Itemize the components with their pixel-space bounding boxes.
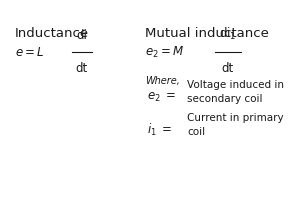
Text: Current in primary
coil: Current in primary coil (187, 113, 284, 137)
Text: Mutual inductance: Mutual inductance (145, 27, 269, 40)
Text: Inductance: Inductance (15, 27, 89, 40)
Text: dt: dt (222, 62, 234, 75)
Text: $e_2\ =$: $e_2\ =$ (147, 90, 176, 104)
Text: Where,: Where, (145, 76, 180, 86)
Text: di: di (76, 29, 87, 42)
Text: $i_1\ =$: $i_1\ =$ (147, 122, 172, 138)
Text: Voltage induced in
secondary coil: Voltage induced in secondary coil (187, 80, 284, 104)
Text: dt: dt (76, 62, 88, 75)
Text: $e = L$: $e = L$ (15, 46, 44, 58)
Text: $e_2 = M$: $e_2 = M$ (145, 44, 184, 60)
Text: $\mathrm{di}_1$: $\mathrm{di}_1$ (219, 26, 237, 42)
